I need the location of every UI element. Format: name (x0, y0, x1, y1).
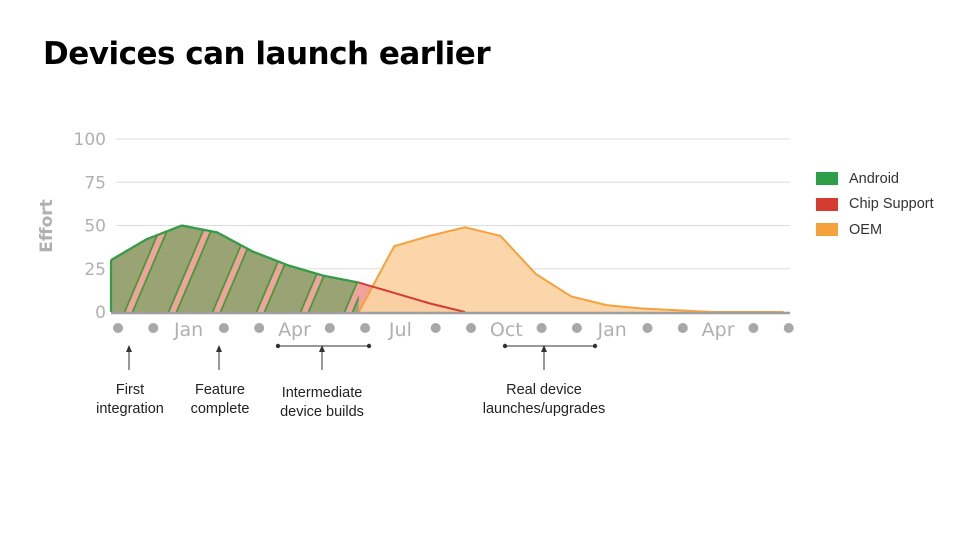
legend-swatch-oem (816, 223, 838, 237)
annotation-line: complete (190, 401, 250, 417)
arrow-first-integration-head (126, 345, 132, 352)
annotation-line: integration (96, 401, 164, 417)
legend-item-android: Android (816, 166, 934, 192)
x-tick-dot (783, 323, 794, 333)
slide-title: Devices can launch earlier (43, 36, 491, 72)
annotation-line: Intermediate (281, 385, 363, 401)
x-tick-label: Apr (278, 319, 311, 341)
arrow-intermediate-builds-head (319, 345, 325, 352)
legend: Android Chip Support OEM (816, 166, 934, 243)
y-tick-label: 75 (84, 173, 106, 193)
android-area (111, 225, 359, 312)
area-series (109, 224, 784, 313)
y-tick-label: 0 (95, 303, 106, 323)
x-tick-dot (254, 323, 265, 333)
annotation-feature-complete: Feature complete (172, 381, 268, 419)
x-tick-dot (748, 323, 759, 333)
x-tick-dot (430, 323, 441, 333)
legend-swatch-chip-support (816, 197, 838, 211)
oem-area (358, 227, 784, 312)
y-tick-label: 100 (74, 130, 106, 150)
x-tick-dot (324, 323, 335, 333)
legend-label-oem: OEM (849, 221, 883, 238)
x-tick-dot (536, 323, 547, 333)
x-tick-dot (148, 323, 159, 333)
range-intermediate-builds-end (366, 343, 372, 349)
x-tick-label: Oct (490, 319, 523, 341)
annotation-markers (126, 343, 598, 370)
annotation-line: Feature (195, 382, 245, 398)
legend-label-chip-support: Chip Support (849, 196, 934, 213)
x-tick-dot (113, 323, 123, 333)
range-real-device-launches-end (502, 343, 508, 349)
annotation-line: launches/upgrades (482, 401, 606, 417)
arrow-feature-complete-head (216, 345, 222, 352)
x-tick-dot (571, 323, 582, 333)
legend-swatch-android (816, 172, 838, 186)
legend-item-oem: OEM (816, 217, 934, 243)
android-line (110, 224, 360, 284)
x-tick-label: Jan (597, 319, 627, 341)
y-axis-label: Effort (37, 199, 57, 253)
x-tick-dot (677, 323, 688, 333)
y-tick-label: 50 (84, 217, 106, 237)
range-real-device-launches-end (592, 343, 598, 349)
x-tick-dot (642, 323, 653, 333)
x-tick-dot (218, 323, 229, 333)
legend-label-android: Android (849, 170, 899, 187)
annotation-line: First (115, 382, 145, 398)
arrow-real-device-launches-head (541, 345, 547, 352)
legend-item-chip-support: Chip Support (816, 192, 934, 218)
annotation-intermediate-builds: Intermediate device builds (266, 384, 378, 422)
annotation-real-device-launches: Real device launches/upgrades (469, 381, 619, 419)
y-tick-label: 25 (84, 260, 106, 280)
annotation-first-integration: First integration (82, 381, 178, 419)
x-tick-label: Apr (702, 319, 735, 341)
x-tick-dot (360, 323, 371, 333)
axes: 0 25 50 75 100 Effort Jan Apr Jul Oct Jan Apr (37, 130, 794, 341)
x-tick-label: Jul (388, 319, 412, 341)
range-intermediate-builds-end (275, 343, 281, 349)
annotation-line: Real device (506, 382, 582, 398)
x-tick-dot (466, 323, 476, 333)
x-tick-label: Jan (173, 319, 203, 341)
annotation-line: device builds (280, 404, 364, 420)
